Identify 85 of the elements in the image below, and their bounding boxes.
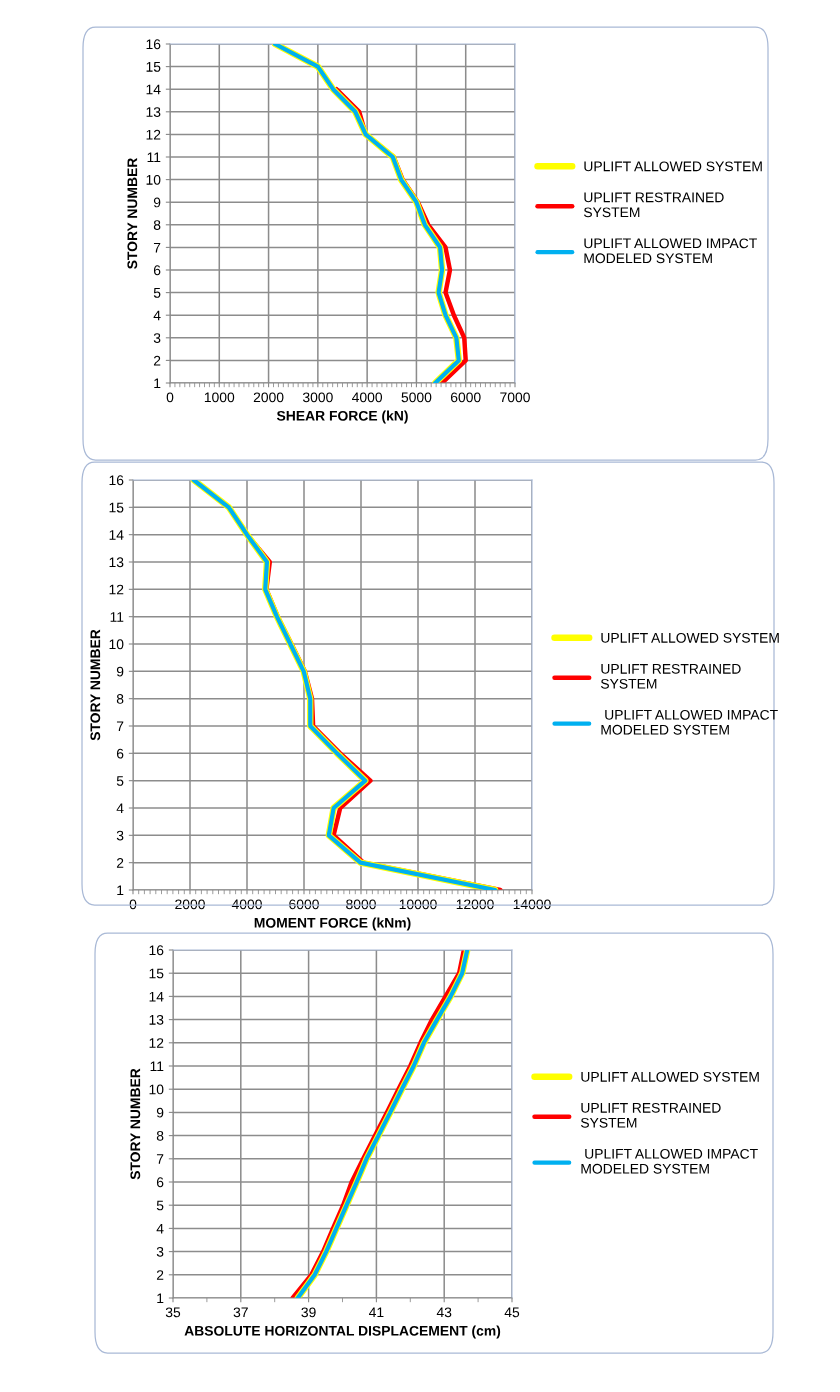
y-tick-label: 5 [116,776,124,786]
y-tick-label: 6 [116,748,124,759]
x-tick-label: 8000 [346,899,376,910]
x-axis-title: ABSOLUTE HORIZONTAL DISPLACEMENT (cm) [184,1325,501,1339]
y-tick-label: 1 [154,378,161,389]
x-tick-label: 6000 [450,392,481,403]
y-tick-label: 16 [146,39,161,50]
x-tick-label: 2000 [175,899,205,910]
x-tick-label: 12000 [456,899,494,910]
y-tick-label: 5 [153,288,161,298]
y-tick-label: 2 [153,355,161,366]
legend-label: UPLIFT ALLOWED SYSTEM [584,161,762,172]
x-tick-label: 37 [233,1307,248,1318]
y-tick-label: 16 [149,945,164,956]
y-tick-label: 10 [146,174,161,185]
y-tick-label: 8 [116,694,124,704]
y-tick-label: 7 [156,1154,164,1164]
y-tick-label: 1 [117,885,124,896]
x-axis-title: MOMENT FORCE (kNm) [254,917,411,931]
x-tick-label: 5000 [401,392,432,403]
y-tick-label: 8 [153,220,161,230]
y-tick-label: 11 [150,1061,164,1072]
y-tick-label: 13 [109,557,124,568]
y-tick-label: 13 [149,1014,164,1025]
y-axis-title: STORY NUMBER [127,157,138,269]
y-tick-label: 16 [109,475,124,486]
y-tick-label: 2 [156,1270,164,1280]
y-tick-label: 7 [116,721,124,732]
y-axis-title: STORY NUMBER [130,1068,141,1180]
y-tick-label: 15 [146,62,161,72]
y-tick-label: 3 [156,1246,164,1257]
y-tick-label: 3 [116,830,124,841]
legend-label: UPLIFT ALLOWED SYSTEM [581,1071,759,1082]
legend-label: UPLIFT ALLOWED IMPACT MODELED SYSTEM [584,238,757,264]
x-tick-label: 10000 [399,899,437,910]
x-tick-label: 3000 [302,392,333,403]
legend-label: UPLIFT ALLOWED IMPACT MODELED SYSTEM [581,1148,758,1174]
x-tick-label: 41 [369,1307,384,1318]
y-axis-title: STORY NUMBER [90,629,101,741]
x-tick-label: 6000 [289,899,319,910]
x-tick-label: 35 [165,1307,181,1318]
y-tick-label: 9 [156,1107,164,1118]
x-tick-label: 4000 [231,899,262,910]
y-tick-label: 8 [156,1130,164,1141]
y-tick-label: 11 [147,152,161,163]
x-axis-title: SHEAR FORCE (kN) [276,410,408,424]
y-tick-label: 2 [116,858,124,868]
y-tick-label: 9 [116,666,124,677]
legend-label: UPLIFT ALLOWED IMPACT MODELED SYSTEM [601,709,778,735]
y-tick-label: 4 [156,1223,164,1234]
x-tick-label: 43 [436,1307,452,1318]
x-tick-label: 4000 [352,392,383,403]
y-tick-label: 15 [109,502,124,513]
x-tick-label: 14000 [513,899,551,910]
legend-label: UPLIFT RESTRAINED SYSTEM [580,1102,721,1128]
y-tick-label: 15 [149,968,164,979]
x-tick-label: 0 [166,392,174,403]
y-tick-label: 12 [149,1038,164,1048]
y-tick-label: 1 [157,1293,164,1304]
y-tick-label: 14 [146,84,161,95]
y-tick-label: 6 [153,265,161,276]
y-tick-label: 5 [156,1200,164,1211]
legend-label: UPLIFT RESTRAINED SYSTEM [583,192,724,218]
y-tick-label: 14 [109,530,124,540]
legend-label: UPLIFT RESTRAINED SYSTEM [600,663,741,689]
y-tick-label: 10 [109,639,124,650]
y-tick-label: 14 [149,991,164,1002]
y-tick-label: 6 [156,1177,164,1188]
y-tick-label: 3 [153,333,161,343]
legend-label: UPLIFT ALLOWED SYSTEM [601,632,779,643]
y-tick-label: 13 [146,107,161,117]
x-tick-label: 0 [129,899,137,910]
y-tick-label: 7 [153,242,161,253]
y-tick-label: 12 [146,129,161,140]
y-tick-label: 10 [149,1084,164,1095]
x-tick-label: 45 [504,1307,520,1318]
y-tick-label: 4 [153,310,161,321]
y-tick-label: 9 [153,197,161,208]
x-tick-label: 39 [301,1307,316,1318]
x-tick-label: 1000 [204,392,235,403]
x-tick-label: 7000 [500,392,530,403]
x-tick-label: 2000 [253,392,284,403]
y-tick-label: 12 [109,584,124,595]
y-tick-label: 4 [116,803,124,814]
y-tick-label: 11 [110,612,124,622]
